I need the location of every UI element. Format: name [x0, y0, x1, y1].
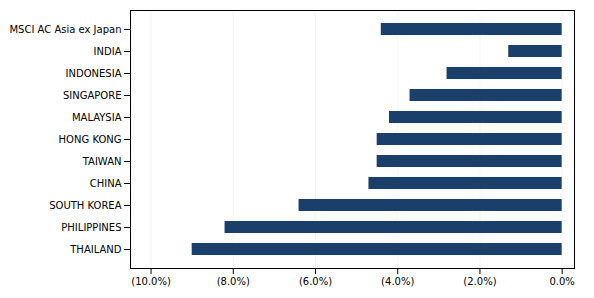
svg-text:(10.0%): (10.0%): [131, 276, 171, 287]
svg-text:PHILIPPINES: PHILIPPINES: [61, 222, 121, 233]
svg-text:CHINA: CHINA: [90, 178, 122, 189]
svg-text:(6.0%): (6.0%): [299, 276, 332, 287]
svg-text:THAILAND: THAILAND: [69, 244, 122, 255]
svg-text:(8.0%): (8.0%): [217, 276, 250, 287]
svg-text:INDONESIA: INDONESIA: [66, 68, 122, 79]
svg-text:(4.0%): (4.0%): [381, 276, 414, 287]
svg-text:SINGAPORE: SINGAPORE: [63, 90, 122, 101]
svg-text:HONG KONG: HONG KONG: [59, 134, 122, 145]
svg-text:MSCI AC Asia ex Japan: MSCI AC Asia ex Japan: [9, 24, 121, 35]
svg-text:TAIWAN: TAIWAN: [82, 156, 122, 167]
svg-text:SOUTH KOREA: SOUTH KOREA: [49, 200, 121, 211]
svg-text:0.0%: 0.0%: [549, 276, 574, 287]
svg-text:MALAYSIA: MALAYSIA: [72, 112, 122, 123]
svg-text:(2.0%): (2.0%): [463, 276, 496, 287]
svg-text:INDIA: INDIA: [94, 46, 122, 57]
